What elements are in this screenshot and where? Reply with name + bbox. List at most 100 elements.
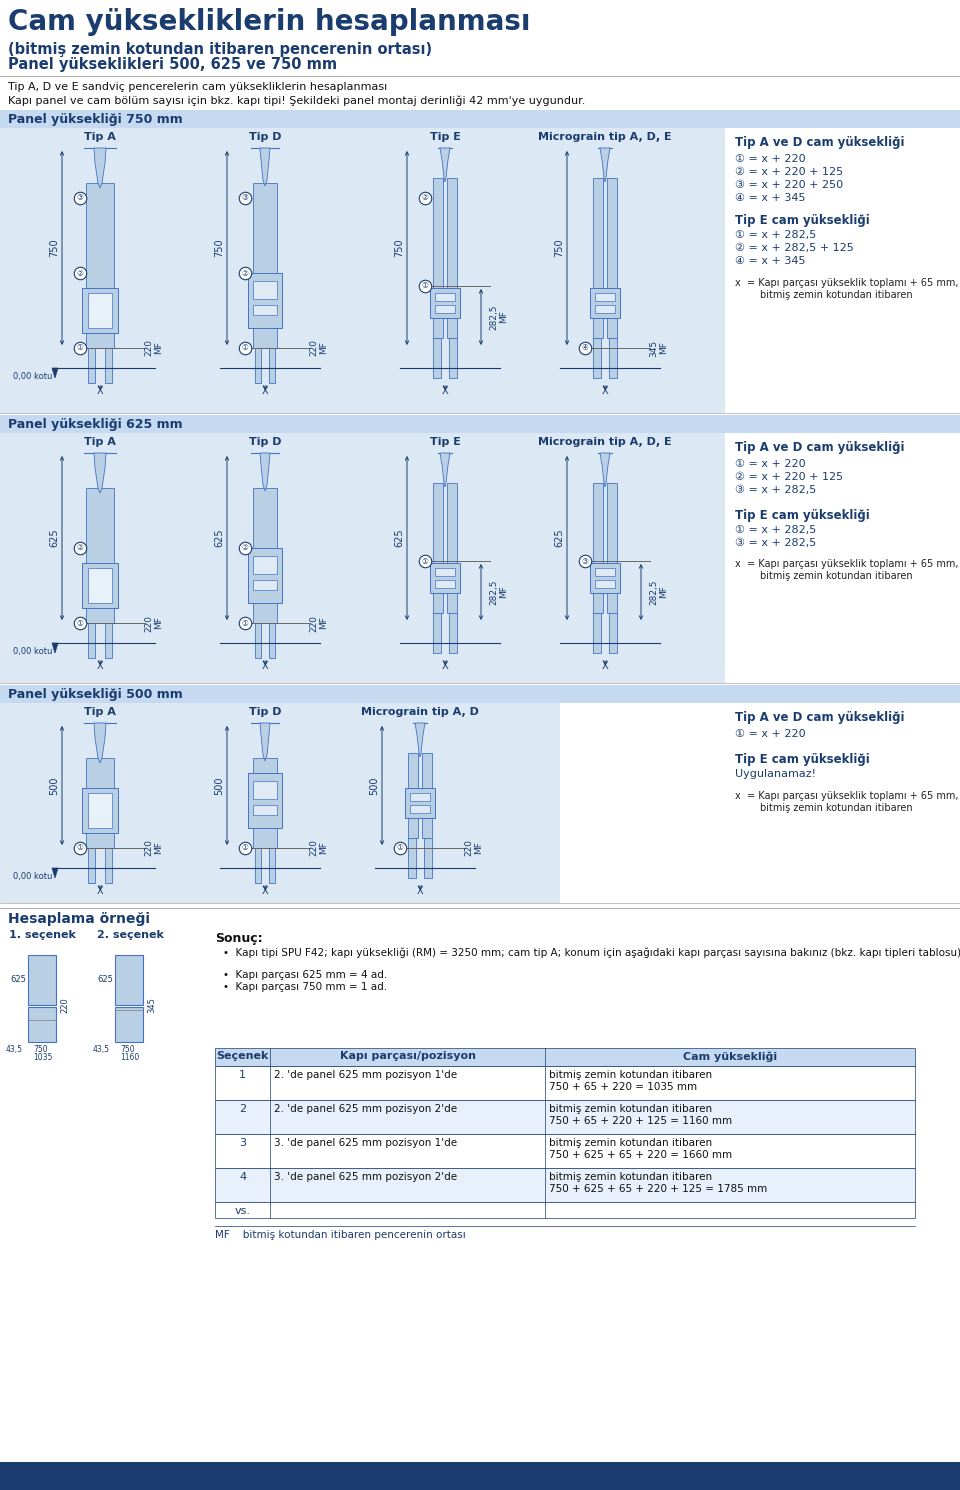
Text: Tip D: Tip D — [249, 437, 281, 447]
Text: 220: 220 — [464, 839, 473, 857]
Bar — [86, 183, 114, 349]
Text: ④: ④ — [582, 344, 588, 353]
Text: ②: ② — [77, 544, 84, 553]
Text: ③ = x + 220 + 250: ③ = x + 220 + 250 — [735, 180, 843, 191]
Text: bitmiş zemin kotundan itibaren
750 + 65 + 220 = 1035 mm: bitmiş zemin kotundan itibaren 750 + 65 … — [549, 1070, 712, 1092]
Text: 2: 2 — [239, 1104, 246, 1115]
Text: ④ = x + 345: ④ = x + 345 — [735, 194, 805, 203]
Bar — [88, 294, 112, 328]
Bar — [410, 805, 430, 814]
Text: •  Kapı parçası 625 mm = 4 ad.: • Kapı parçası 625 mm = 4 ad. — [223, 970, 387, 980]
Text: Tip A ve D cam yüksekliği: Tip A ve D cam yüksekliği — [735, 711, 904, 724]
Text: X: X — [442, 386, 448, 396]
Text: vs.: vs. — [234, 1205, 251, 1216]
Text: ② = x + 282,5 + 125: ② = x + 282,5 + 125 — [735, 243, 853, 253]
Text: Tip D: Tip D — [249, 133, 281, 142]
Bar — [82, 788, 118, 833]
Text: 0,00 kotu: 0,00 kotu — [12, 872, 52, 881]
Text: Uygulanamaz!: Uygulanamaz! — [735, 769, 816, 779]
Text: Montaj bilgileri: Sanayi tipi seksiyonel kapılar / 04.2015: Montaj bilgileri: Sanayi tipi seksiyonel… — [325, 1471, 635, 1480]
Bar — [607, 483, 617, 612]
Text: X: X — [262, 887, 268, 895]
Text: X: X — [442, 662, 448, 671]
Text: 220: 220 — [60, 997, 69, 1013]
Polygon shape — [260, 723, 270, 761]
Bar — [269, 349, 275, 383]
Polygon shape — [52, 644, 58, 653]
Text: MF: MF — [474, 842, 483, 854]
Text: Tip E cam yüksekliği: Tip E cam yüksekliği — [735, 510, 870, 522]
Bar — [88, 568, 112, 603]
Text: X: X — [262, 386, 268, 396]
Text: Tip A: Tip A — [84, 706, 116, 717]
Bar — [433, 483, 443, 612]
Text: Panel yüksekliği 625 mm: Panel yüksekliği 625 mm — [8, 419, 182, 431]
Bar — [422, 752, 432, 837]
Text: ① = x + 220: ① = x + 220 — [735, 459, 805, 469]
Text: 345: 345 — [147, 997, 156, 1013]
Text: ②: ② — [242, 268, 249, 277]
Text: 750: 750 — [554, 238, 564, 258]
Text: Cam yüksekliği: Cam yüksekliği — [683, 1050, 777, 1061]
Bar — [424, 837, 432, 878]
Bar — [447, 177, 457, 338]
Text: ③: ③ — [582, 556, 588, 566]
Text: 500: 500 — [369, 776, 379, 794]
Bar — [609, 338, 617, 378]
Text: ① = x + 282,5: ① = x + 282,5 — [735, 524, 816, 535]
Text: Tip E: Tip E — [429, 437, 461, 447]
Bar — [435, 294, 455, 301]
Text: ③ = x + 282,5: ③ = x + 282,5 — [735, 538, 816, 548]
Text: ②: ② — [421, 194, 428, 203]
Bar — [435, 305, 455, 313]
Text: 282,5: 282,5 — [489, 580, 498, 605]
Bar — [430, 563, 460, 593]
Bar — [215, 1065, 915, 1100]
Text: Micrograin tip A, D, E: Micrograin tip A, D, E — [539, 437, 672, 447]
Text: ② = x + 220 + 125: ② = x + 220 + 125 — [735, 472, 843, 481]
Text: 220: 220 — [144, 839, 153, 857]
Polygon shape — [52, 368, 58, 378]
Bar — [0, 703, 560, 903]
Bar — [435, 568, 455, 577]
Bar — [253, 781, 277, 799]
Text: X: X — [602, 386, 609, 396]
Text: MF: MF — [499, 310, 508, 323]
Bar — [597, 483, 613, 563]
Text: HÖRMANN: HÖRMANN — [10, 1468, 92, 1481]
Bar — [269, 848, 275, 884]
Bar — [590, 563, 620, 593]
Text: MF: MF — [499, 586, 508, 599]
Text: 500: 500 — [214, 776, 224, 794]
Polygon shape — [600, 148, 610, 182]
Text: Tip A ve D cam yüksekliği: Tip A ve D cam yüksekliği — [735, 136, 904, 149]
Bar — [449, 612, 457, 653]
Bar — [253, 805, 277, 815]
Text: ④ = x + 345: ④ = x + 345 — [735, 256, 805, 267]
Bar — [412, 752, 428, 788]
Bar — [433, 612, 441, 653]
Text: 0,00 kotu: 0,00 kotu — [12, 647, 52, 656]
Bar — [248, 773, 282, 828]
Polygon shape — [94, 723, 106, 763]
Text: Cam yüksekliklerin hesaplanması: Cam yüksekliklerin hesaplanması — [8, 7, 531, 36]
Text: bitmiş zemin kotundan itibaren
750 + 65 + 220 + 125 = 1160 mm: bitmiş zemin kotundan itibaren 750 + 65 … — [549, 1104, 732, 1125]
Text: x  = Kapı parçası yükseklik toplamı + 65 mm,
        bitmiş zemin kotundan itiba: x = Kapı parçası yükseklik toplamı + 65 … — [735, 791, 958, 812]
Text: bitmiş zemin kotundan itibaren
750 + 625 + 65 + 220 = 1660 mm: bitmiş zemin kotundan itibaren 750 + 625… — [549, 1138, 732, 1159]
Text: 220: 220 — [144, 340, 153, 356]
Bar — [215, 1202, 915, 1217]
Text: 220: 220 — [144, 614, 153, 632]
Bar — [0, 434, 725, 682]
Bar — [595, 580, 615, 589]
Bar — [115, 1007, 143, 1042]
Bar — [595, 568, 615, 577]
Polygon shape — [440, 148, 450, 182]
Bar — [0, 110, 960, 128]
Bar — [253, 183, 277, 349]
Text: ①: ① — [396, 843, 403, 852]
Text: 4: 4 — [239, 1173, 246, 1182]
Bar — [253, 489, 277, 623]
Bar — [405, 788, 435, 818]
Bar — [28, 955, 56, 1004]
Bar — [215, 1134, 915, 1168]
